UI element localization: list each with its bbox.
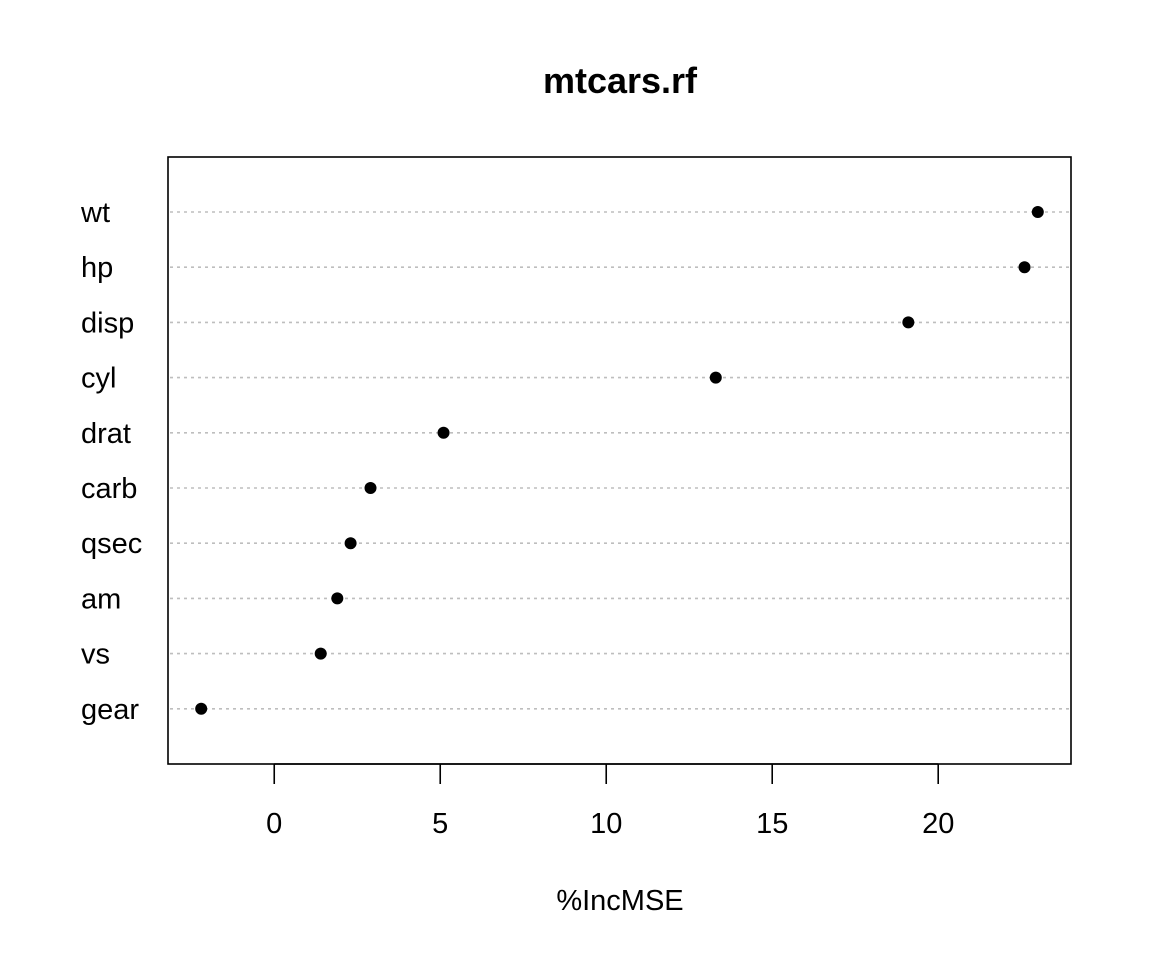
x-axis-label: %IncMSE: [556, 885, 683, 917]
category-labels: wt hp disp cyl drat carb qsec am vs gear: [80, 197, 142, 726]
x-tick-label-15: 15: [756, 808, 788, 840]
data-point-gear: [195, 702, 208, 715]
category-label-qsec: qsec: [81, 528, 142, 560]
category-label-cyl: cyl: [81, 363, 116, 395]
plot-frame: [167, 156, 1072, 765]
x-axis: 0 5 10 15 20: [266, 763, 954, 840]
x-ticks: [273, 764, 940, 784]
category-label-disp: disp: [81, 307, 134, 339]
category-label-carb: carb: [81, 473, 137, 505]
guide-lines: [170, 211, 1069, 710]
data-point-hp: [1018, 261, 1031, 274]
chart-title: mtcars.rf: [543, 60, 698, 101]
category-label-gear: gear: [81, 694, 139, 726]
data-points: [195, 206, 1044, 715]
data-point-vs: [314, 647, 327, 660]
category-label-wt: wt: [80, 197, 110, 229]
category-label-drat: drat: [81, 418, 131, 450]
data-point-disp: [902, 316, 915, 329]
category-label-am: am: [81, 583, 121, 615]
category-label-hp: hp: [81, 252, 113, 284]
x-tick-label-5: 5: [432, 808, 448, 840]
x-tick-label-0: 0: [266, 808, 282, 840]
x-tick-label-20: 20: [922, 808, 954, 840]
category-label-vs: vs: [81, 639, 110, 671]
data-point-am: [331, 592, 344, 605]
data-point-qsec: [344, 537, 357, 550]
data-point-carb: [364, 482, 377, 494]
x-tick-labels: 0 5 10 15 20: [266, 808, 954, 840]
data-point-drat: [437, 426, 450, 439]
data-point-wt: [1031, 206, 1044, 218]
data-point-cyl: [709, 371, 722, 384]
x-tick-label-10: 10: [590, 808, 622, 840]
